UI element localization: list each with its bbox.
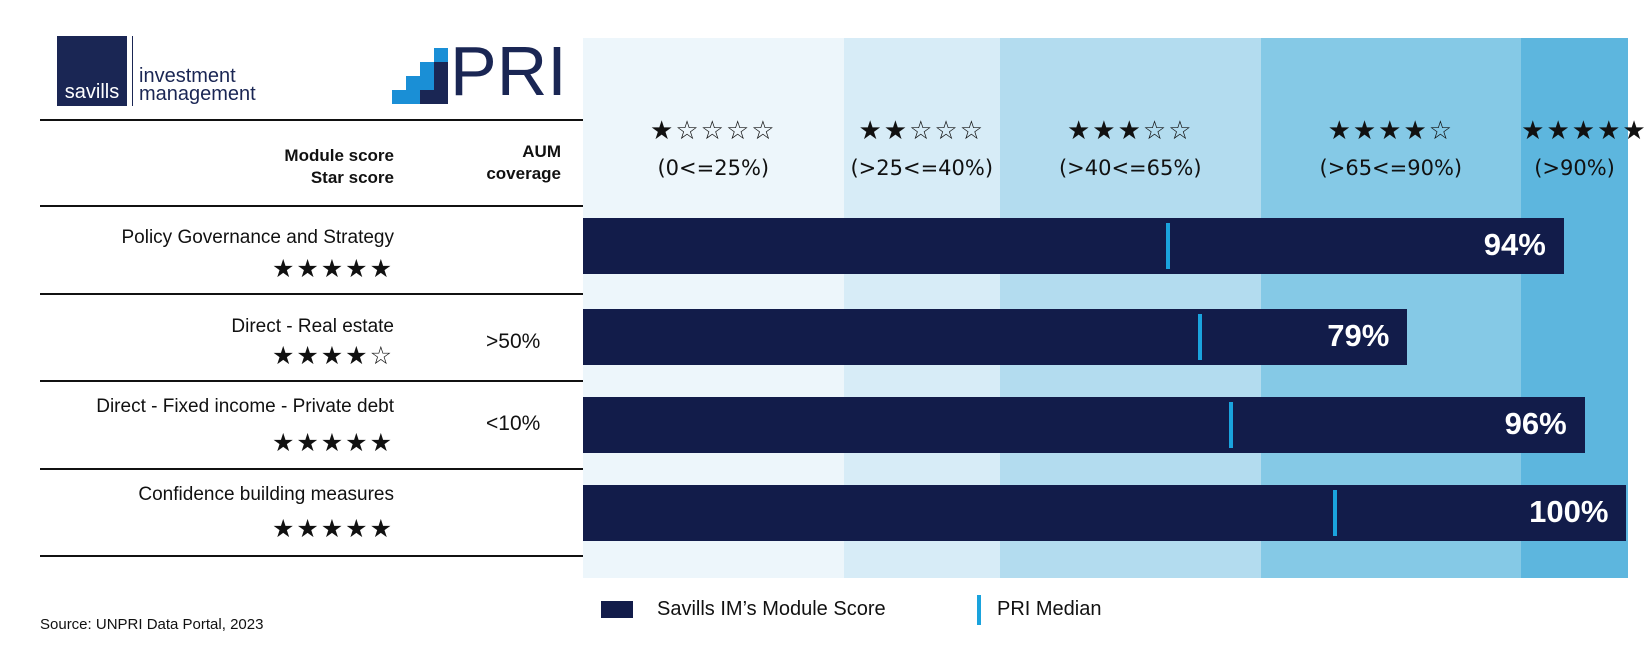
header-aum-label: AUM bbox=[522, 142, 561, 161]
band-stars: ★★★★★ bbox=[1521, 116, 1644, 146]
row-stars: ★★★★★ bbox=[271, 514, 394, 543]
score-bar-label: 96% bbox=[1504, 406, 1567, 441]
band-range: (>65<=90%) bbox=[1319, 156, 1463, 180]
row-rule bbox=[40, 380, 583, 382]
row-label: Policy Governance and Strategy bbox=[121, 227, 395, 248]
band-header: ★★★☆☆ (>40<=65%) bbox=[1000, 116, 1261, 180]
score-bar bbox=[583, 397, 1585, 453]
header-coverage-label: coverage bbox=[486, 164, 561, 183]
pri-logo-text: PRI bbox=[450, 32, 567, 110]
row-label: Direct - Fixed income - Private debt bbox=[96, 396, 394, 417]
pri-logo: PRI bbox=[390, 32, 567, 110]
savills-logo: savills investment management bbox=[57, 36, 277, 106]
row-stars: ★★★★★ bbox=[271, 428, 394, 457]
band-range: (>25<=40%) bbox=[850, 156, 994, 180]
row-rule bbox=[40, 205, 583, 207]
pri-logo-icon bbox=[392, 48, 448, 104]
band-stars: ★★☆☆☆ bbox=[858, 116, 986, 146]
score-bar-label: 94% bbox=[1483, 227, 1546, 262]
row-aum: <10% bbox=[486, 412, 541, 435]
band-header: ★★★★☆ (>65<=90%) bbox=[1261, 116, 1522, 180]
row-rule bbox=[40, 293, 583, 295]
band-stars: ★☆☆☆☆ bbox=[650, 116, 777, 146]
header-module-score-label: Module score bbox=[284, 146, 394, 165]
legend-median-label: PRI Median bbox=[997, 598, 1102, 620]
score-bar-label: 79% bbox=[1327, 318, 1390, 353]
header-module-score: Module score Star score bbox=[284, 145, 394, 189]
bar-plot: 94% 79% 96% 100% bbox=[583, 38, 1628, 578]
score-bar bbox=[583, 485, 1627, 541]
table-bottom-rule bbox=[40, 555, 583, 557]
band-header: ★★★★★ (>90%) bbox=[1521, 116, 1644, 180]
legend-score-label: Savills IM’s Module Score bbox=[657, 598, 886, 620]
savills-logo-box-text: savills bbox=[64, 81, 120, 103]
source-note: Source: UNPRI Data Portal, 2023 bbox=[40, 616, 264, 633]
legend-median-swatch bbox=[977, 595, 981, 625]
band-header: ★☆☆☆☆ (0<=25%) bbox=[583, 116, 844, 180]
band-range: (>90%) bbox=[1534, 156, 1615, 180]
score-bar-label: 100% bbox=[1529, 494, 1609, 529]
band-header: ★★☆☆☆ (>25<=40%) bbox=[844, 116, 1000, 180]
savills-logo-line2: management bbox=[139, 83, 256, 105]
row-rule bbox=[40, 468, 583, 470]
row-label: Confidence building measures bbox=[138, 484, 394, 505]
pri-median-marker bbox=[1197, 314, 1202, 360]
row-aum: >50% bbox=[486, 330, 541, 353]
band-stars: ★★★★☆ bbox=[1327, 116, 1455, 146]
table-top-rule bbox=[40, 119, 583, 121]
header-aum-coverage: AUM coverage bbox=[486, 141, 561, 185]
band-stars: ★★★☆☆ bbox=[1066, 116, 1194, 146]
savills-logo-line1: investment bbox=[139, 65, 236, 87]
header-star-score-label: Star score bbox=[310, 168, 394, 187]
band-range: (0<=25%) bbox=[657, 156, 770, 180]
row-label: Direct - Real estate bbox=[231, 316, 394, 337]
pri-median-marker bbox=[1333, 490, 1338, 536]
pri-median-marker bbox=[1228, 402, 1233, 448]
pri-median-marker bbox=[1166, 223, 1171, 269]
band-range: (>40<=65%) bbox=[1058, 156, 1202, 180]
legend-score-swatch bbox=[601, 601, 633, 618]
score-bar bbox=[583, 309, 1408, 365]
row-stars: ★★★★☆ bbox=[271, 341, 394, 370]
score-bar bbox=[583, 218, 1564, 274]
row-stars: ★★★★★ bbox=[271, 254, 394, 283]
